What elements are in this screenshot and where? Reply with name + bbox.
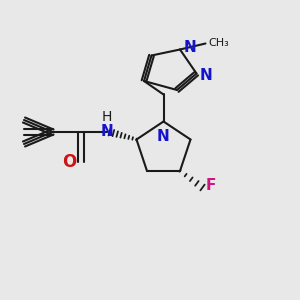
Text: CH₃: CH₃ xyxy=(208,38,229,49)
Text: H: H xyxy=(102,110,112,124)
Text: N: N xyxy=(184,40,196,56)
Text: N: N xyxy=(200,68,213,82)
Text: N: N xyxy=(157,129,170,144)
Text: N: N xyxy=(100,124,113,140)
Text: F: F xyxy=(206,178,216,194)
Text: O: O xyxy=(62,153,76,171)
